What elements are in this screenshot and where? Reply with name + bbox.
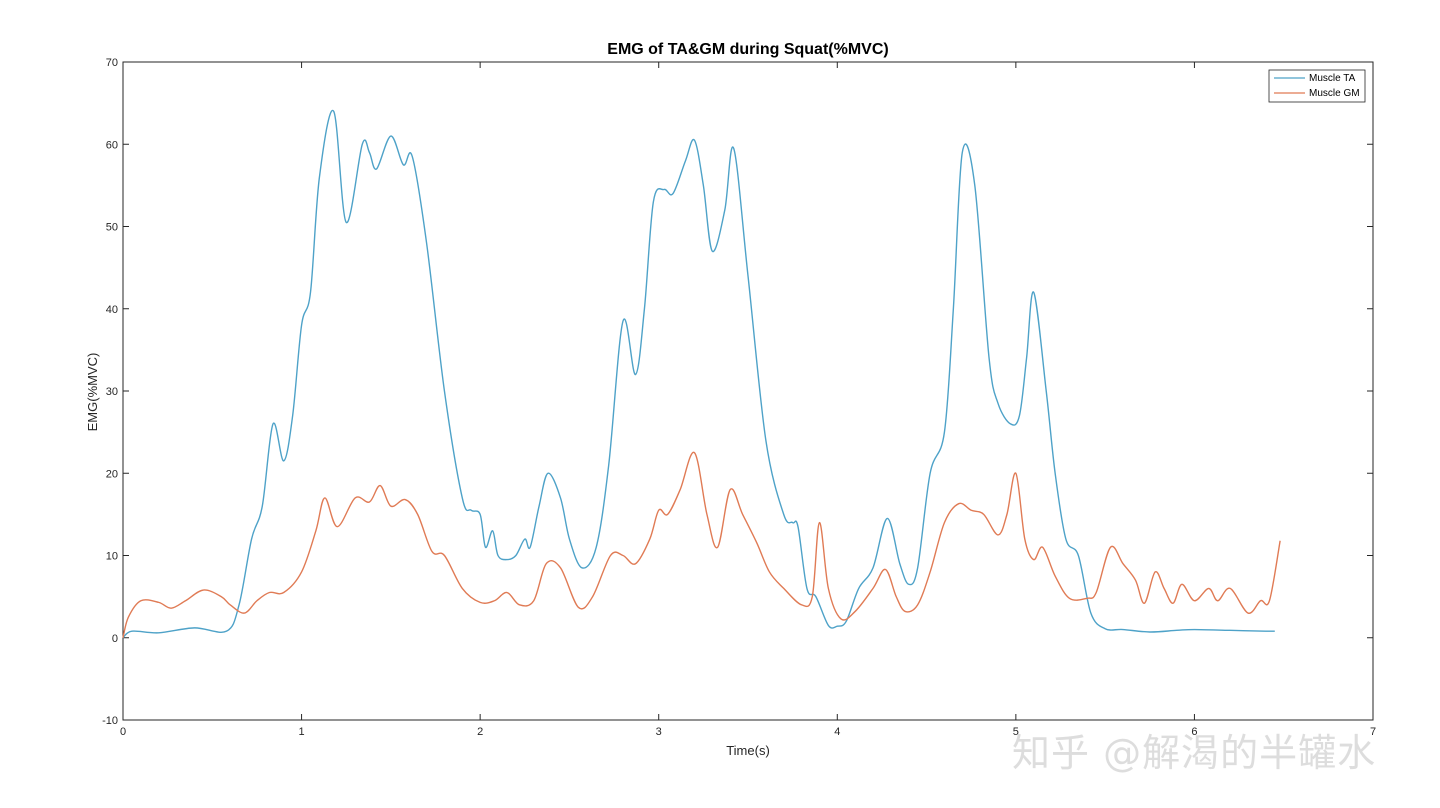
legend-box [1268,69,1366,103]
x-tick-label: 1 [299,726,305,738]
x-tick-label: 5 [1013,726,1019,738]
y-tick-label: 40 [106,304,118,316]
y-tick-label: -10 [102,715,118,727]
y-axis-label: EMG(%MVC) [85,353,100,432]
x-tick-label: 6 [1191,726,1197,738]
series-line-muscle-gm [122,451,1281,638]
series-line-muscle-ta [122,109,1275,639]
series-lines [122,109,1281,639]
x-tick-label: 4 [834,726,840,738]
watermark: 知乎 @解渴的半罐水 [1012,731,1377,775]
y-tick-label: 0 [112,633,118,645]
plot-area [122,61,1374,721]
x-tick-label: 2 [477,726,483,738]
y-tick-label: 10 [106,551,118,563]
legend-label-muscle-ta: Muscle TA [1309,73,1356,84]
x-tick-label: 0 [120,726,126,738]
y-tick-label: 70 [106,57,118,69]
x-axis-label: Time(s) [726,743,770,758]
y-tick-label: 20 [106,468,118,480]
x-tick-label: 3 [656,726,662,738]
x-axis-ticks: 0 1 2 3 4 5 6 7 [120,62,1376,738]
y-tick-label: 60 [106,139,118,151]
legend-label-muscle-gm: Muscle GM [1309,88,1360,99]
chart-title: EMG of TA&GM during Squat(%MVC) [607,41,888,58]
x-tick-label: 7 [1370,726,1376,738]
y-tick-label: 30 [106,386,118,398]
y-tick-label: 50 [106,222,118,234]
y-axis-ticks: -10 0 10 20 30 40 50 60 70 [102,57,1373,727]
legend: Muscle TA Muscle GM [1268,69,1366,103]
